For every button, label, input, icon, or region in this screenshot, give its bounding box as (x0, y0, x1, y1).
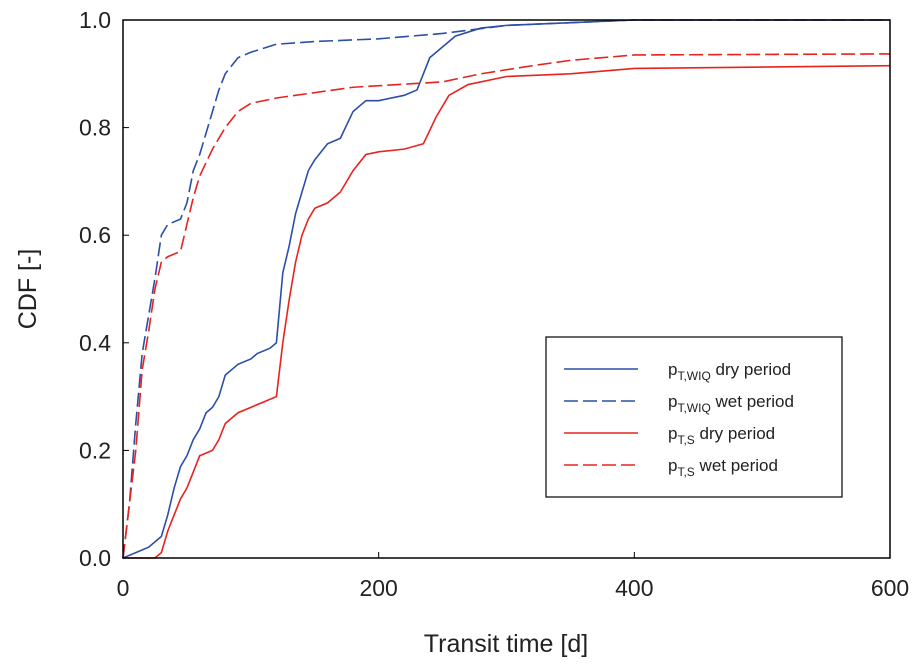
legend-label-rest: dry period (711, 360, 791, 379)
legend-label: pT,WIQ wet period (668, 392, 794, 415)
x-tick-label: 200 (359, 575, 397, 601)
legend-label-sub: T,S (677, 465, 694, 479)
y-tick-label: 0.2 (79, 437, 111, 463)
legend-label-sub: T,S (677, 433, 694, 447)
x-tick-label: 0 (117, 575, 130, 601)
y-tick-label: 1.0 (79, 7, 111, 33)
legend-label: pT,S wet period (668, 456, 778, 479)
plot-frame (122, 19, 891, 559)
y-tick-label: 0.8 (79, 115, 111, 141)
legend-label-rest: wet period (711, 392, 794, 411)
legend-label-main: p (668, 392, 677, 411)
y-tick-label: 0.0 (79, 545, 111, 571)
x-tick-label: 600 (871, 575, 909, 601)
legend-label: pT,S dry period (668, 424, 775, 447)
y-axis-label: CDF [-] (14, 249, 42, 330)
y-tick-label: 0.6 (79, 222, 111, 248)
legend-label-main: p (668, 424, 677, 443)
line-series (123, 64, 891, 559)
legend-box (545, 336, 843, 498)
legend-label-sub: T,WIQ (677, 369, 710, 383)
legend-label-rest: wet period (695, 456, 778, 475)
x-tick-label: 400 (615, 575, 653, 601)
legend-label-rest: dry period (695, 424, 775, 443)
legend-label-main: p (668, 456, 677, 475)
y-tick-label: 0.4 (79, 330, 111, 356)
x-axis-label: Transit time [d] (424, 630, 588, 658)
line-series (122, 53, 891, 559)
line-series (122, 19, 890, 559)
legend-label-sub: T,WIQ (677, 401, 710, 415)
legend-label-main: p (668, 360, 677, 379)
legend-label: pT,WIQ dry period (668, 360, 791, 383)
line-series (122, 19, 890, 559)
